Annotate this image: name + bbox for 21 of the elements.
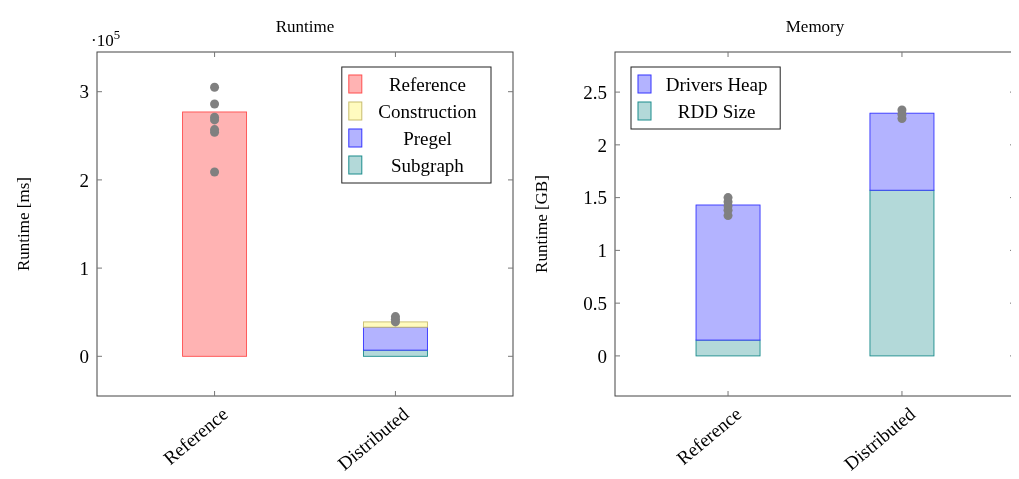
y-tick-label: 1.5	[583, 187, 607, 209]
legend-label: Reference	[388, 73, 466, 95]
legend-label: Subgraph	[390, 154, 465, 176]
chart-title: Runtime	[275, 17, 335, 36]
y-tick-label: 2	[597, 134, 607, 156]
y-tick-label: 2.5	[583, 81, 607, 103]
y-axis-title: Runtime [ms]	[14, 177, 33, 271]
chart-title: Memory	[785, 17, 845, 36]
y-tick-label: 1	[79, 257, 89, 279]
y-tick-label: 0	[79, 345, 89, 367]
legend-label: Pregel	[403, 127, 452, 149]
y-tick-label: 2	[79, 169, 89, 191]
y-tick-label: 0	[597, 345, 607, 367]
text: ·10$^{5}$	[91, 28, 121, 50]
y-axis-title: Runtime [GB]	[532, 175, 551, 273]
legend-label: Construction	[378, 100, 477, 122]
y-tick-label: 3	[79, 81, 89, 103]
y-tick-label: 0.5	[583, 292, 607, 314]
legend-label: Drivers Heap	[665, 73, 768, 95]
y-tick-label: 1	[597, 240, 607, 262]
legend-label: RDD Size	[677, 100, 756, 122]
